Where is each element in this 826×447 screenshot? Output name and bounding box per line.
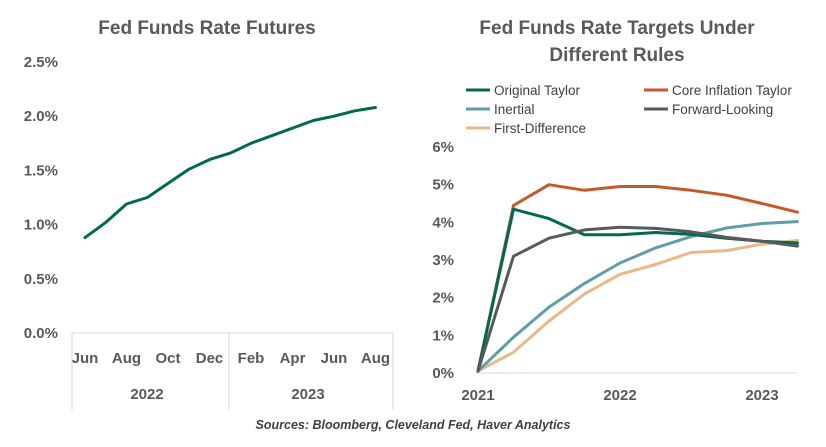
legend-label: First-Difference	[494, 121, 586, 136]
rules-x-tick-label: 2022	[603, 387, 636, 404]
source-note: Sources: Bloomberg, Cleveland Fed, Haver…	[256, 418, 571, 432]
rules-y-tick-label: 5%	[432, 177, 454, 194]
futures-x-tick-label: Dec	[196, 350, 224, 367]
rules-chart-title-line-2: Different Rules	[549, 45, 684, 66]
futures-year-label-2023: 2023	[291, 386, 324, 403]
futures-series-line	[83, 106, 377, 240]
futures-x-tick-label: Oct	[155, 350, 180, 367]
rules-y-tick-label: 0%	[432, 365, 454, 382]
rules-series-line-core-inflation-taylor	[476, 183, 799, 373]
futures-y-tick-label: 1.5%	[24, 162, 58, 179]
rules-x-tick-label: 2021	[461, 387, 494, 404]
rules-y-tick-label: 1%	[432, 327, 454, 344]
futures-year-label-2022: 2022	[130, 386, 163, 403]
legend-label: Core Inflation Taylor	[672, 83, 792, 98]
rules-series-line-first-difference	[476, 238, 799, 373]
futures-chart-title: Fed Funds Rate Futures	[98, 18, 315, 39]
rules-series-line-inertial	[476, 220, 799, 373]
rules-y-tick-label: 2%	[432, 290, 454, 307]
futures-y-tick-label: 1.0%	[24, 217, 58, 234]
futures-y-tick-label: 0.0%	[24, 325, 58, 342]
rules-x-tick-label: 2023	[745, 387, 778, 404]
rules-y-tick-label: 3%	[432, 252, 454, 269]
futures-x-tick-label: Jun	[72, 350, 99, 367]
futures-x-tick-label: Apr	[280, 350, 306, 367]
rules-y-tick-label: 6%	[432, 139, 454, 156]
rules-series-line-original-taylor	[476, 207, 799, 373]
futures-x-tick-label: Aug	[112, 350, 141, 367]
legend-label: Inertial	[494, 102, 535, 117]
rules-legend: Original Taylor Core Inflation Taylor Iner…	[466, 83, 792, 136]
rules-y-tick-label: 4%	[432, 214, 454, 231]
legend-label: Original Taylor	[494, 83, 581, 98]
rules-chart: Fed Funds Rate Targets Under Different R…	[432, 18, 799, 404]
futures-chart: Fed Funds Rate Futures 0.0% 0.5% 1.0% 1.5% 2…	[24, 18, 394, 410]
futures-x-tick-label: Aug	[361, 350, 390, 367]
rules-series-line-forward-looking	[476, 225, 799, 373]
futures-x-tick-label: Feb	[238, 350, 265, 367]
futures-y-tick-label: 2.0%	[24, 108, 58, 125]
legend-label: Forward-Looking	[672, 102, 773, 117]
futures-y-tick-label: 0.5%	[24, 271, 58, 288]
futures-y-tick-label: 2.5%	[24, 54, 58, 71]
rules-chart-title-line-1: Fed Funds Rate Targets Under	[479, 18, 755, 39]
futures-x-tick-label: Jun	[321, 350, 348, 367]
